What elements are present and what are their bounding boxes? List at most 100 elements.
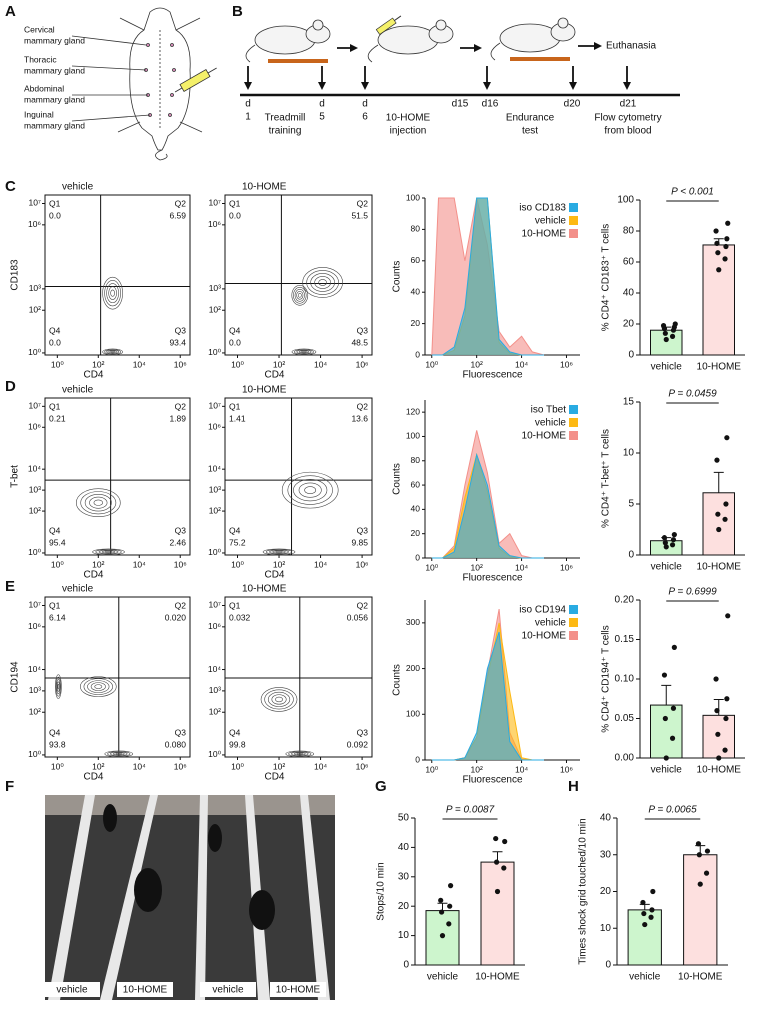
data-point <box>715 731 721 737</box>
quadrant-value: 1.41 <box>229 413 246 423</box>
axis-line <box>44 596 191 758</box>
panel-label: D <box>5 378 16 395</box>
data-point <box>669 735 676 741</box>
contour-line <box>291 751 309 756</box>
quadrant-value: 0.032 <box>229 612 251 622</box>
y-tick-label: 10 <box>600 923 612 934</box>
step-label: test <box>522 126 538 137</box>
y-axis-label: % CD4⁺ CD194⁺ T cells <box>601 625 612 732</box>
data-point <box>494 859 500 865</box>
legend-swatch <box>569 605 578 614</box>
data-point <box>501 865 507 871</box>
x-tick-label: 10⁰ <box>425 359 438 369</box>
data-point <box>662 540 668 546</box>
data-point <box>493 835 499 842</box>
contour-line <box>115 752 122 755</box>
legend-swatch <box>569 418 578 427</box>
quadrant-value: 9.85 <box>351 537 368 547</box>
day-label: d20 <box>564 99 581 110</box>
y-tick-label: 100 <box>406 431 420 441</box>
contour-line <box>108 286 117 300</box>
y-tick-label: 10⁶ <box>28 422 41 432</box>
legend-label: iso CD183 <box>519 203 566 214</box>
x-tick-label: 10⁶ <box>174 761 187 771</box>
syringe <box>174 67 217 93</box>
contour-line <box>75 488 121 517</box>
contour-line <box>260 687 298 712</box>
y-tick-label: 10⁴ <box>208 664 221 674</box>
y-tick-label: 10² <box>209 706 221 716</box>
axis-line <box>224 596 373 758</box>
quadrant-value: 0.092 <box>347 739 369 749</box>
gland-label: Thoracic <box>24 54 57 64</box>
x-axis-label: Fluorescence <box>462 370 522 381</box>
y-tick-label: 0 <box>403 960 409 971</box>
data-point <box>672 321 678 327</box>
x-tick-label: 10⁰ <box>425 764 438 774</box>
contour-line <box>107 751 131 757</box>
x-tick-label: 10⁴ <box>314 761 327 771</box>
contour-line <box>265 549 293 555</box>
y-tick-label: 100 <box>406 709 420 719</box>
p-value: P = 0.0087 <box>446 805 495 816</box>
x-tick-label: 10⁴ <box>314 559 327 569</box>
x-tick-label: 10-HOME <box>697 765 742 776</box>
label-bg <box>200 982 256 997</box>
day-label: d <box>319 99 325 110</box>
quadrant-value: 95.4 <box>49 537 66 547</box>
data-point <box>671 532 677 538</box>
histogram-area <box>431 631 544 761</box>
quadrant-value: 13.6 <box>351 413 368 423</box>
y-tick-label: 10⁶ <box>28 621 41 631</box>
contour-line <box>269 549 289 555</box>
data-point <box>670 705 677 711</box>
y-tick-label: 0.10 <box>615 674 635 685</box>
data-point <box>640 899 646 906</box>
quadrant-name: Q4 <box>229 727 241 737</box>
y-tick-label: 10³ <box>209 685 221 695</box>
data-point <box>725 220 731 226</box>
y-tick-label: 10³ <box>209 283 221 293</box>
contour-line <box>112 752 125 756</box>
data-point <box>502 838 508 845</box>
data-point <box>716 755 722 761</box>
y-tick-label: 40 <box>600 813 612 824</box>
y-tick-label: 80 <box>411 224 421 234</box>
quadrant-value: 0.21 <box>49 413 66 423</box>
contour-line <box>89 496 108 509</box>
gland-label: Cervical <box>24 24 55 34</box>
y-tick-label: 60 <box>411 479 421 489</box>
panel-label: A <box>5 3 16 20</box>
y-tick-label: 40 <box>411 504 421 514</box>
x-tick-label: 10⁶ <box>560 359 573 369</box>
contour-line <box>94 684 103 689</box>
data-point <box>722 516 728 522</box>
gland-label: Inguinal <box>24 109 54 119</box>
contour-line <box>294 288 305 302</box>
y-tick-label: 80 <box>411 455 421 465</box>
x-tick-label: 10-HOME <box>697 362 742 373</box>
contour-line <box>272 550 286 554</box>
quadrant-name: Q1 <box>49 401 61 411</box>
data-point <box>724 696 730 702</box>
histogram-area <box>431 452 544 559</box>
y-tick-label: 10⁶ <box>208 621 221 631</box>
data-point <box>669 333 676 339</box>
data-point <box>641 910 647 917</box>
data-point <box>663 755 669 761</box>
y-tick-label: 10² <box>209 304 221 314</box>
step-label: from blood <box>604 126 651 137</box>
data-point <box>723 243 729 250</box>
mouse-illustration <box>71 7 203 161</box>
contour-line <box>314 276 331 289</box>
data-point <box>671 644 677 651</box>
legend-swatch <box>569 405 578 414</box>
legend-label: 10-HOME <box>522 431 567 442</box>
data-point <box>650 888 656 895</box>
y-tick-label: 20 <box>398 901 410 912</box>
y-tick-label: 0.05 <box>615 713 635 724</box>
contour-line <box>110 289 115 297</box>
y-tick-label: 80 <box>623 226 635 237</box>
error-bar <box>639 903 650 910</box>
x-tick-label: 10⁴ <box>133 359 146 369</box>
